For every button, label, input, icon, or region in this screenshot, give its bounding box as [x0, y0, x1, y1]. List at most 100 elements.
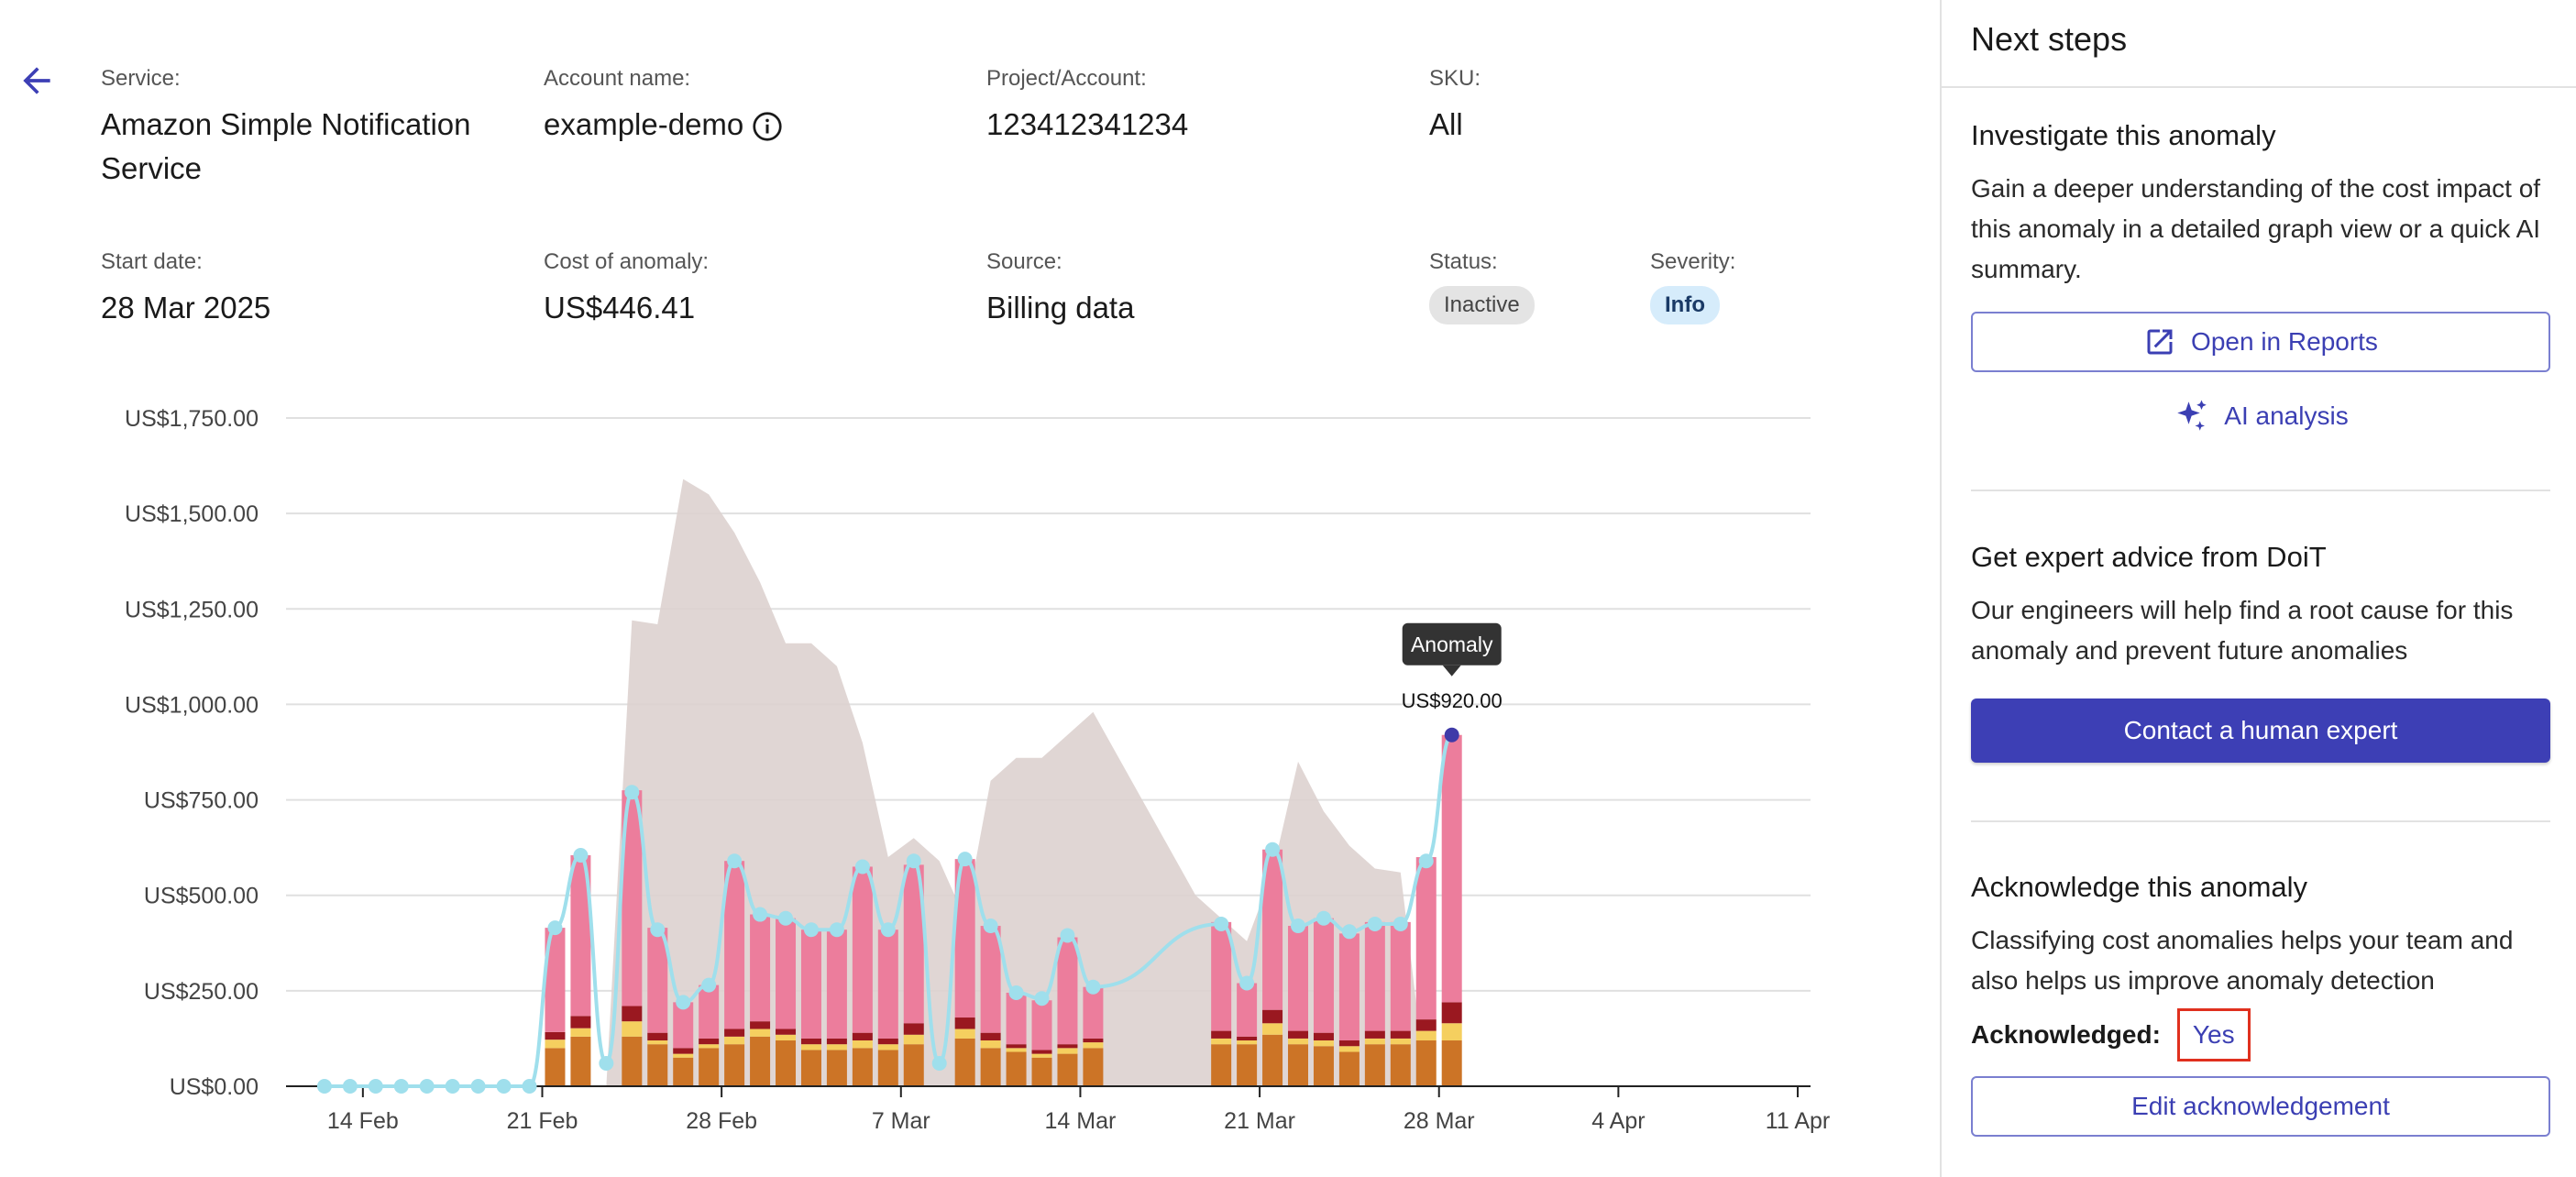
service-label: Service: — [101, 66, 181, 91]
bar-segment-yellow — [1211, 1038, 1232, 1045]
ai-analysis-button[interactable]: AI analysis — [1971, 389, 2550, 444]
bar-segment-orange — [877, 1050, 898, 1086]
bar-segment-orange — [1415, 1040, 1437, 1086]
acknowledge-text: Classifying cost anomalies helps your te… — [1971, 926, 2514, 995]
bar-segment-orange — [1441, 1040, 1462, 1086]
arrow-left-icon[interactable] — [17, 60, 57, 101]
x-tick-label: 7 Mar — [872, 1108, 930, 1134]
bar-segment-orange — [1262, 1034, 1283, 1086]
anomaly-tooltip-pointer — [1442, 665, 1461, 676]
cost-point — [1418, 853, 1434, 869]
bar-segment-darkred — [1057, 1044, 1078, 1049]
bar-segment-yellow — [1415, 1030, 1437, 1041]
bar-segment-orange — [1313, 1046, 1334, 1086]
cost-value: US$446.41 — [544, 291, 696, 324]
bar-segment-darkred — [903, 1023, 924, 1035]
ai-analysis-label: AI analysis — [2224, 402, 2349, 430]
bar-segment-orange — [1288, 1044, 1309, 1086]
account-value-row: example-demo — [544, 103, 784, 147]
bar-segment-yellow — [800, 1044, 821, 1050]
account-value: example-demo — [544, 107, 744, 141]
acknowledged-label: Acknowledged: — [1971, 1020, 2161, 1049]
status-badge: Inactive — [1429, 286, 1535, 324]
cost-point — [547, 920, 563, 936]
cost-point — [393, 1079, 409, 1094]
x-tick-label: 11 Apr — [1766, 1108, 1830, 1134]
cost-point — [1341, 924, 1357, 940]
cost-point — [624, 785, 640, 800]
bar-segment-pink — [954, 859, 975, 1018]
y-tick-label: US$1,000.00 — [125, 692, 259, 718]
bar-segment-pink — [852, 866, 873, 1033]
severity-label: Severity: — [1650, 249, 1736, 274]
bar-segment-darkred — [826, 1038, 847, 1045]
anomaly-point — [1444, 727, 1459, 742]
bar-segment-yellow — [1006, 1048, 1027, 1052]
investigate-section: Investigate this anomaly Gain a deeper u… — [1971, 119, 2550, 290]
bar-segment-orange — [1083, 1048, 1104, 1086]
cost-point — [676, 995, 691, 1010]
divider — [1971, 820, 2550, 822]
cost-point — [778, 910, 794, 926]
cost-point — [1316, 910, 1331, 926]
cost-point — [573, 847, 589, 863]
bar-segment-pink — [1262, 849, 1283, 1010]
bar-segment-orange — [1057, 1053, 1078, 1086]
source-value: Billing data — [986, 291, 1135, 324]
bar-segment-yellow — [852, 1040, 873, 1049]
next-steps-panel: Next steps Investigate this anomaly Gain… — [1940, 0, 2576, 1177]
cost-point — [701, 977, 717, 993]
acknowledged-value[interactable]: Yes — [2176, 1008, 2251, 1062]
start-date-field: Start date: 28 Mar 2025 — [101, 249, 270, 330]
bar-segment-yellow — [1441, 1023, 1462, 1041]
bar-segment-darkred — [954, 1018, 975, 1029]
open-in-reports-button[interactable]: Open in Reports — [1971, 312, 2550, 372]
bar-segment-yellow — [647, 1040, 668, 1045]
start-date-value: 28 Mar 2025 — [101, 291, 271, 324]
investigate-title: Investigate this anomaly — [1971, 119, 2276, 151]
y-tick-label: US$1,250.00 — [125, 597, 259, 622]
cost-point — [419, 1079, 435, 1094]
bar-segment-yellow — [1288, 1038, 1309, 1045]
investigate-text: Gain a deeper understanding of the cost … — [1971, 174, 2541, 283]
x-tick-label: 28 Mar — [1404, 1108, 1475, 1134]
x-tick-label: 28 Feb — [686, 1108, 757, 1134]
cost-point — [1367, 916, 1382, 931]
bar-segment-yellow — [1057, 1048, 1078, 1054]
cost-label: Cost of anomaly: — [544, 249, 710, 274]
severity-badge: Info — [1650, 286, 1720, 324]
cost-point — [1291, 918, 1306, 934]
bar-segment-pink — [800, 930, 821, 1039]
bar-segment-pink — [1338, 933, 1360, 1041]
cost-point — [1393, 916, 1408, 931]
anomaly-details: Service: Amazon Simple Notification Serv… — [17, 60, 1830, 1134]
bar-segment-orange — [673, 1057, 694, 1086]
x-tick-label: 4 Apr — [1591, 1108, 1645, 1134]
bar-segment-orange — [1031, 1057, 1052, 1086]
bar-segment-yellow — [980, 1040, 1001, 1049]
edit-acknowledgement-button[interactable]: Edit acknowledgement — [1971, 1076, 2550, 1137]
expert-text: Our engineers will help find a root caus… — [1971, 596, 2514, 665]
severity-field: Severity: Info — [1650, 249, 1735, 324]
bar-segment-pink — [1288, 926, 1309, 1031]
cost-point — [957, 852, 973, 867]
contact-expert-button[interactable]: Contact a human expert — [1971, 698, 2550, 763]
bar-segment-pink — [699, 984, 720, 1039]
info-icon[interactable] — [751, 110, 784, 143]
bar-segment-pink — [1083, 986, 1104, 1039]
service-value: Amazon Simple Notification Service — [101, 103, 471, 191]
expert-section: Get expert advice from DoiT Our engineer… — [1971, 541, 2550, 671]
x-tick-label: 21 Mar — [1224, 1108, 1295, 1134]
cost-point — [829, 922, 844, 938]
source-label: Source: — [986, 249, 1062, 274]
cost-point — [599, 1056, 614, 1072]
service-value-line2: Service — [101, 151, 203, 185]
cost-point — [803, 922, 819, 938]
y-tick-label: US$0.00 — [170, 1074, 259, 1100]
cost-point — [650, 922, 666, 938]
cost-point — [445, 1079, 460, 1094]
bar-segment-pink — [776, 918, 797, 1029]
bar-segment-pink — [1415, 857, 1437, 1020]
bar-segment-darkred — [1262, 1009, 1283, 1024]
bar-segment-darkred — [1313, 1032, 1334, 1041]
